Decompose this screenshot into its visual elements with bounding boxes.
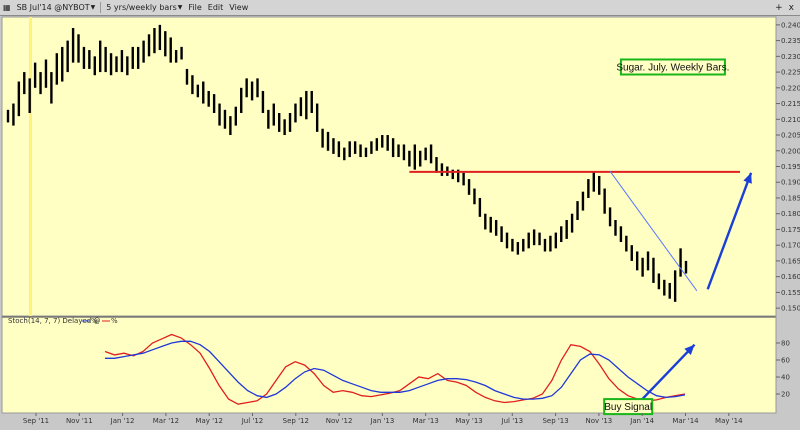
stoch-legend-label: % xyxy=(91,317,98,325)
x-tick-label: Mar '12 xyxy=(153,417,179,425)
x-axis: Sep '11 Nov '11 Jan '12 Mar '12 May '12 Jul '… xyxy=(23,413,743,425)
x-tick-label: Nov '12 xyxy=(326,417,353,425)
menu-file[interactable]: File xyxy=(188,3,202,12)
x-tick-label: Sep '12 xyxy=(283,417,309,425)
buy-signal-arrow-head xyxy=(684,344,695,356)
stochastic-panel-background xyxy=(1,316,777,414)
stochastic-d-line xyxy=(105,340,686,400)
stochastic-panel: 20 40 60 80 Buy Signal xyxy=(104,333,790,416)
close-icon[interactable]: x xyxy=(788,2,794,13)
x-tick-label: Mar '13 xyxy=(413,417,439,425)
buy-signal-text: Buy Signal xyxy=(604,402,652,413)
buy-signal-arrow xyxy=(636,343,696,406)
chart-icon[interactable]: ▦ xyxy=(3,3,11,12)
add-icon[interactable]: + xyxy=(775,2,783,13)
x-tick-label: Sep '13 xyxy=(542,417,568,425)
stoch-y-tick-label: 60 xyxy=(781,357,790,365)
x-tick-label: May '13 xyxy=(455,417,483,425)
menu-view[interactable]: View xyxy=(229,3,249,12)
x-tick-label: Mar '14 xyxy=(672,417,699,425)
projection-arrow-head xyxy=(743,172,752,184)
chevron-down-icon: ▼ xyxy=(90,4,96,11)
downtrend-line xyxy=(609,170,698,292)
symbol-label: SB Jul'14 @NYBOT xyxy=(16,3,90,12)
date-highlight-marker xyxy=(29,17,32,316)
projection-arrow xyxy=(706,172,753,290)
x-tick-label: Nov '13 xyxy=(586,417,613,425)
stoch-y-tick-label: 40 xyxy=(781,374,790,382)
period-menu[interactable]: 5 yrs/weekly bars ▼ xyxy=(103,0,185,15)
stoch-y-tick-label: 20 xyxy=(781,391,790,399)
y-tick-label: 0.2400 xyxy=(781,21,800,29)
stoch-indicator-label: Stoch xyxy=(8,317,28,325)
buy-signal-box xyxy=(603,398,654,416)
x-tick-label: Jul '13 xyxy=(501,417,524,425)
x-tick-label: Sep '11 xyxy=(23,417,49,425)
x-tick-label: Jan '13 xyxy=(369,417,394,425)
period-label: 5 yrs/weekly bars xyxy=(106,3,177,12)
chevron-down-icon: ▼ xyxy=(177,4,183,11)
chart-annotation-text: Sugar. July. Weekly Bars. xyxy=(616,62,729,73)
stoch-y-tick-label: 80 xyxy=(781,340,790,348)
x-tick-label: May '14 xyxy=(715,417,743,425)
x-tick-label: Jul '12 xyxy=(241,417,264,425)
symbol-menu[interactable]: SB Jul'14 @NYBOT ▼ xyxy=(14,0,99,15)
chart-toolbar: ▦ SB Jul'14 @NYBOT ▼ 5 yrs/weekly bars ▼ F… xyxy=(0,0,800,16)
stoch-legend-label: % xyxy=(111,317,118,325)
toolbar-divider xyxy=(100,2,102,13)
menu-edit[interactable]: Edit xyxy=(207,3,224,12)
stoch-params-label: (14, 7, 7) Delayed @ xyxy=(28,317,100,325)
x-tick-label: Nov '11 xyxy=(66,417,93,425)
chart-annotation-box xyxy=(619,58,726,76)
x-tick-label: Jan '12 xyxy=(110,417,135,425)
x-tick-label: May '12 xyxy=(195,417,223,425)
x-tick-label: Jan '14 xyxy=(629,417,654,425)
